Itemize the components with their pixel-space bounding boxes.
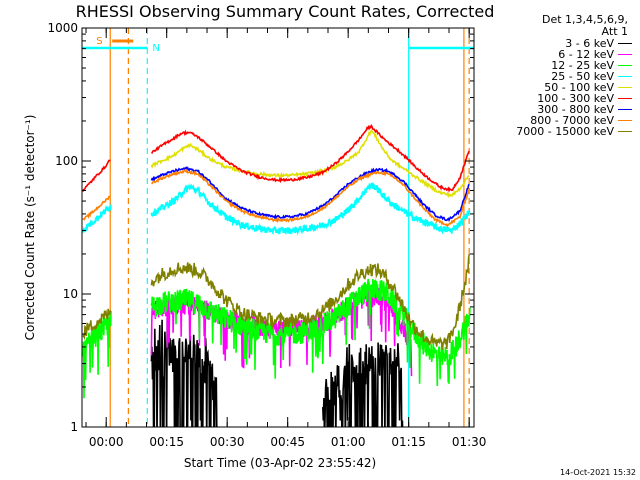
legend-entry-blue: 300 - 800 keV xyxy=(482,104,632,115)
y-axis-title: Corrected Count Rate (s⁻¹ detector⁻¹) xyxy=(23,115,37,341)
y-axis: 1 10 100 1000 xyxy=(47,21,474,434)
legend-swatch xyxy=(618,54,632,55)
legend-swatch xyxy=(618,109,632,110)
legend-entry-cyan: 25 - 50 keV xyxy=(482,71,632,82)
x-tick-label: 01:15 xyxy=(391,435,426,449)
legend-entry-red: 100 - 300 keV xyxy=(482,93,632,104)
legend-label: 3 - 6 keV xyxy=(565,37,614,50)
legend-entries: 3 - 6 keV 6 - 12 keV 12 - 25 keV 25 - 50 ke… xyxy=(482,38,632,137)
legend-header-attenuator: Att 1 xyxy=(601,25,628,38)
legend-swatch xyxy=(618,87,632,88)
series-blue xyxy=(150,166,470,222)
legend-header-detectors: Det 1,3,4,5,6,9, xyxy=(541,13,628,26)
y-tick-label: 10 xyxy=(63,287,78,301)
legend-label: 300 - 800 keV xyxy=(537,103,614,116)
series-cyan-line-0 xyxy=(82,204,112,234)
series-olive-line-0 xyxy=(82,308,112,341)
series-black xyxy=(150,318,404,427)
plot-frame xyxy=(81,27,475,428)
night-flag-label: N xyxy=(152,43,159,54)
legend: Det 1,3,4,5,6,9, Att 1 3 - 6 keV 6 - 12 k… xyxy=(482,14,632,137)
x-tick-label: 00:00 xyxy=(89,435,124,449)
series-green-line-0 xyxy=(82,310,112,399)
x-tick-label: 01:00 xyxy=(331,435,366,449)
x-tick-label: 00:15 xyxy=(149,435,184,449)
series-yellow-line-0 xyxy=(150,128,470,199)
legend-entry-orange: 800 - 7000 keV xyxy=(482,115,632,126)
legend-entry-yellow: 50 - 100 keV xyxy=(482,82,632,93)
series-red-line-1 xyxy=(150,123,470,193)
series-red-line-0 xyxy=(82,159,111,192)
series-red xyxy=(82,123,470,193)
series-blue-line-0 xyxy=(150,166,470,222)
y-tick-label: 1 xyxy=(70,420,78,434)
series-yellow xyxy=(150,128,470,199)
series-olive-line-1 xyxy=(150,253,471,350)
legend-label: 800 - 7000 keV xyxy=(530,114,614,127)
legend-label: 7000 - 15000 keV xyxy=(516,125,614,138)
legend-swatch xyxy=(618,65,632,66)
x-tick-label: 00:30 xyxy=(210,435,245,449)
data-series xyxy=(82,123,471,427)
chart-title: RHESSI Observing Summary Count Rates, Co… xyxy=(75,2,495,21)
flag-bars: NS xyxy=(82,36,474,54)
legend-label: 25 - 50 keV xyxy=(551,70,614,83)
series-black-line-1 xyxy=(322,342,404,427)
legend-label: 12 - 25 keV xyxy=(551,59,614,72)
legend-entry-olive: 7000 - 15000 keV xyxy=(482,126,632,137)
legend-label: 100 - 300 keV xyxy=(537,92,614,105)
x-tick-label: 00:45 xyxy=(270,435,305,449)
x-axis-title: Start Time (03-Apr-02 23:55:42) xyxy=(184,456,376,470)
series-cyan-line-1 xyxy=(150,182,471,236)
legend-swatch xyxy=(618,43,632,44)
legend-swatch xyxy=(618,131,632,132)
series-green xyxy=(82,278,471,399)
legend-swatch xyxy=(618,98,632,99)
legend-entry-magenta: 6 - 12 keV xyxy=(482,49,632,60)
legend-label: 6 - 12 keV xyxy=(558,48,614,61)
series-black-line-0 xyxy=(150,318,218,427)
series-cyan xyxy=(82,182,471,236)
series-orange xyxy=(82,168,471,228)
series-orange-line-1 xyxy=(151,168,471,228)
legend-swatch xyxy=(618,120,632,121)
x-axis: 00:00 00:15 00:30 00:45 01:00 01:15 01:30 xyxy=(85,28,487,449)
date-stamp: 14-Oct-2021 15:32 xyxy=(560,468,636,477)
saa-flag-label: S xyxy=(96,36,102,47)
legend-entry-green: 12 - 25 keV xyxy=(482,60,632,71)
series-orange-line-0 xyxy=(82,195,111,221)
x-tick-label: 01:30 xyxy=(452,435,487,449)
series-olive xyxy=(82,253,471,350)
legend-entry-black: 3 - 6 keV xyxy=(482,38,632,49)
y-tick-label: 100 xyxy=(55,154,78,168)
legend-swatch xyxy=(618,76,632,77)
vertical-markers xyxy=(109,28,470,427)
series-green-line-1 xyxy=(150,278,471,387)
legend-label: 50 - 100 keV xyxy=(544,81,614,94)
y-tick-label: 1000 xyxy=(47,21,78,35)
